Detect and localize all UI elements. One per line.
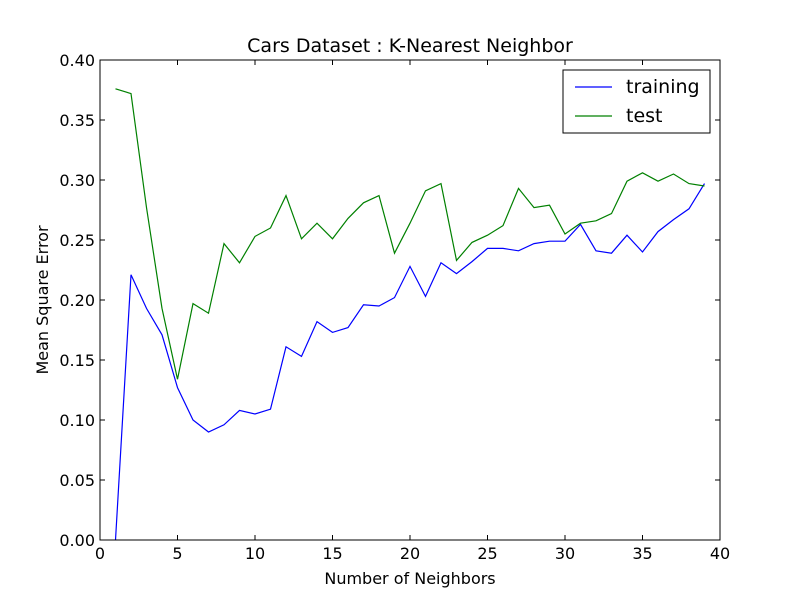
x-tick-label: 30 [555,544,575,563]
x-tick-label: 10 [245,544,265,563]
y-tick-label: 0.40 [59,51,95,70]
y-tick-label: 0.35 [59,111,95,130]
x-axis: 0 5 10 15 20 25 30 35 40 [95,60,730,563]
y-tick-label: 0.10 [59,411,95,430]
x-tick-label: 40 [710,544,730,563]
x-tick-label: 35 [632,544,652,563]
legend: training test [562,69,711,134]
y-tick-label: 0.15 [59,351,95,370]
y-tick-label: 0.25 [59,231,95,250]
y-axis: 0.00 0.05 0.10 0.15 0.20 0.25 0.30 0.35 0.40 [59,51,720,550]
x-tick-label: 20 [400,544,420,563]
y-tick-label: 0.00 [59,531,95,550]
legend-box [562,69,711,134]
legend-label-training: training [626,76,700,98]
y-axis-label: Mean Square Error [33,225,52,375]
legend-label-test: test [626,105,663,127]
series-line-training [114,183,706,540]
y-tick-label: 0.05 [59,471,95,490]
chart-title: Cars Dataset : K-Nearest Neighbor [247,35,573,57]
y-tick-label: 0.20 [59,291,95,310]
x-tick-label: 15 [322,544,342,563]
x-tick-label: 5 [172,544,182,563]
x-tick-label: 0 [95,544,105,563]
y-tick-label: 0.30 [59,171,95,190]
x-axis-label: Number of Neighbors [324,569,495,588]
series-line-test [115,88,705,380]
x-tick-label: 25 [477,544,497,563]
